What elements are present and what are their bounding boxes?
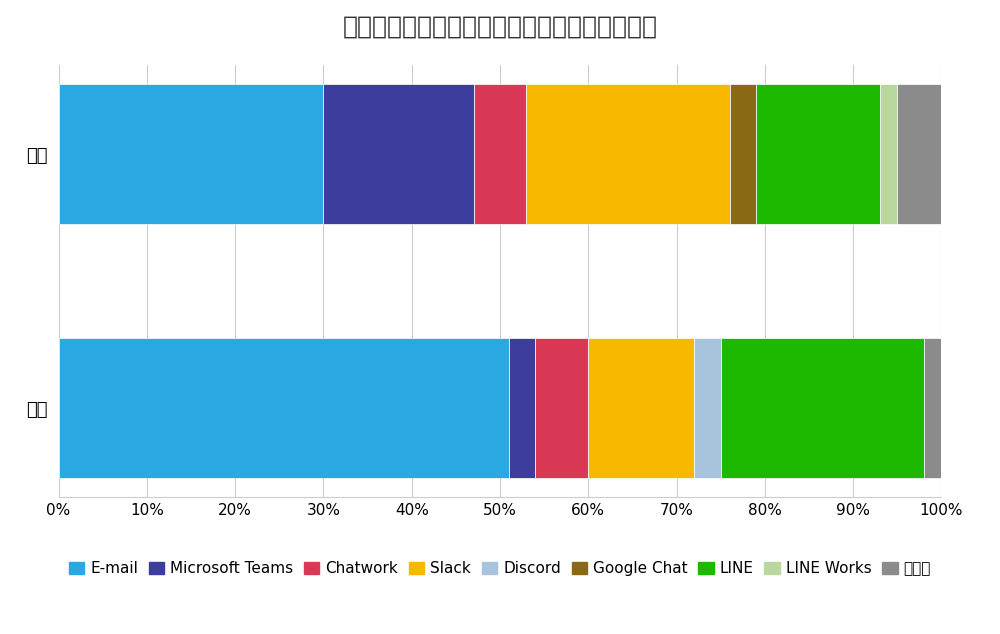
Bar [730,84,756,224]
Bar [880,84,897,224]
Bar [721,338,924,477]
Title: メイン利用しているコミュニケーションツール: メイン利用しているコミュニケーションツール [342,15,658,39]
Bar [694,338,721,477]
Bar [509,338,535,477]
Legend: E-mail, Microsoft Teams, Chatwork, Slack, Discord, Google Chat, LINE, LINE Works: E-mail, Microsoft Teams, Chatwork, Slack… [69,561,931,576]
Bar [535,338,588,477]
Bar [526,84,730,224]
Bar [897,84,941,224]
Bar [756,84,880,224]
Bar [588,338,694,477]
Bar [59,338,509,477]
Bar [59,84,323,224]
Bar [474,84,526,224]
Bar [924,338,941,477]
Bar [323,84,474,224]
